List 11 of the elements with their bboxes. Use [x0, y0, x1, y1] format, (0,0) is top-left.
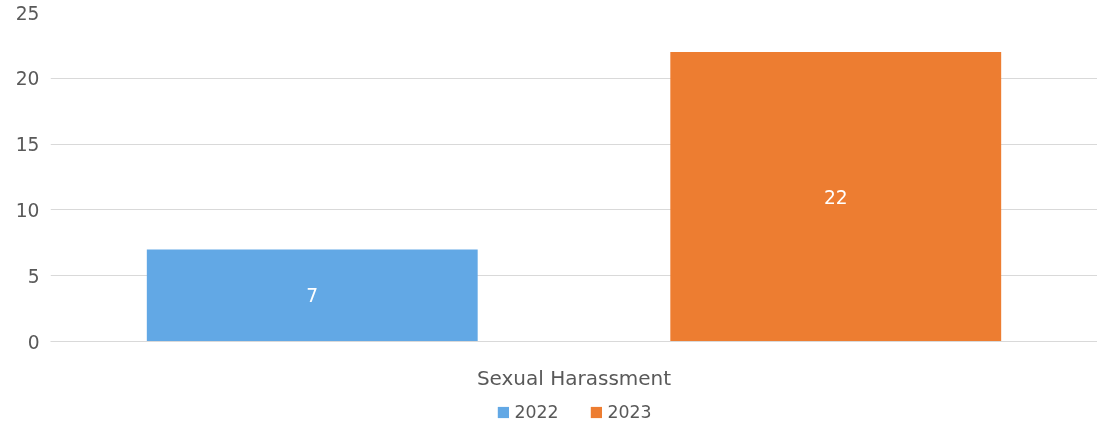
- y-tick-label: 10: [15, 199, 40, 221]
- data-label: 22: [823, 186, 848, 208]
- legend-label: 2023: [607, 402, 652, 422]
- y-tick-label: 25: [15, 2, 40, 24]
- y-tick-label: 5: [27, 265, 40, 287]
- data-label: 7: [306, 285, 319, 307]
- legend-label: 2022: [514, 402, 559, 422]
- y-tick-label: 15: [15, 134, 40, 156]
- y-tick-label: 20: [15, 68, 40, 90]
- y-tick-label: 0: [27, 331, 40, 353]
- x-tick-label: Sexual Harassment: [476, 365, 672, 390]
